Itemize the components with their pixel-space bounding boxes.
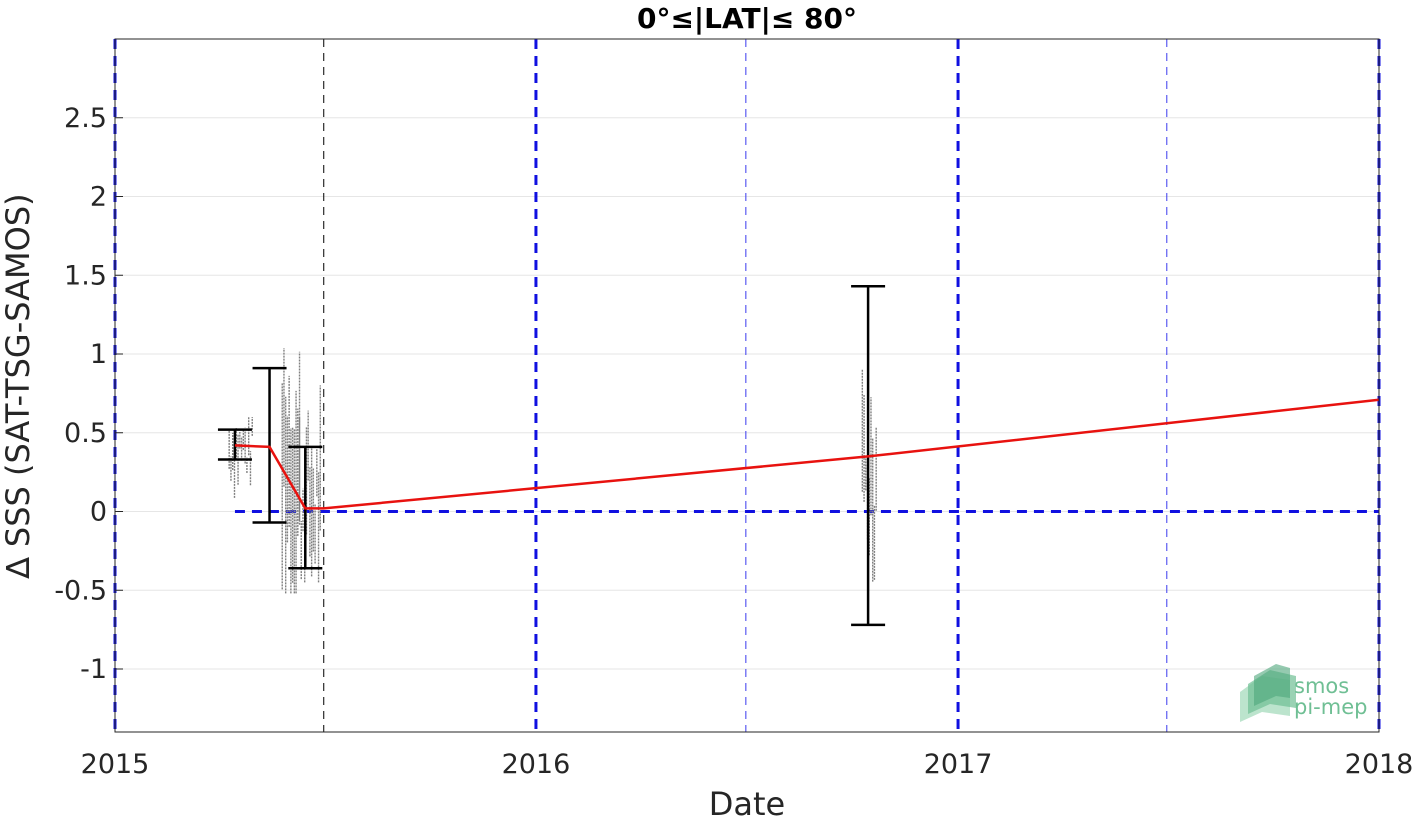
x-axis-label: Date bbox=[709, 785, 785, 818]
plot-frame bbox=[114, 38, 1380, 733]
y-tick-label: 1.5 bbox=[64, 260, 107, 291]
x-tick-label: 2016 bbox=[502, 749, 571, 780]
scatter-points bbox=[228, 348, 877, 594]
y-tick-label: 2 bbox=[90, 182, 107, 213]
y-ticks: -1 -0.5 0 0.5 1 1.5 2 2.5 bbox=[54, 103, 123, 685]
logo-line2: pi-mep bbox=[1294, 695, 1367, 719]
y-tick-label: 2.5 bbox=[64, 103, 107, 134]
mean-line bbox=[234, 398, 1380, 510]
mean-line-layer bbox=[234, 398, 1380, 510]
x-ticks: 2015 2016 2017 2018 bbox=[81, 749, 1414, 780]
x-tick-label: 2017 bbox=[924, 749, 993, 780]
logo-line1: smos bbox=[1294, 674, 1349, 698]
smos-pi-mep-logo: smos pi-mep bbox=[1240, 664, 1367, 722]
x-tick-label: 2018 bbox=[1345, 749, 1414, 780]
logo-waves-icon bbox=[1240, 664, 1296, 722]
x-tick-label: 2015 bbox=[81, 749, 150, 780]
y-tick-label: 1 bbox=[90, 339, 107, 370]
gridlines bbox=[115, 117, 1379, 670]
chart-title: 0°≤|LAT|≤ 80° bbox=[637, 2, 857, 35]
y-tick-label: -1 bbox=[80, 654, 107, 685]
y-tick-label: -0.5 bbox=[54, 575, 107, 606]
reference-lines bbox=[113, 39, 1381, 732]
error-bars bbox=[217, 285, 886, 627]
y-tick-label: 0.5 bbox=[64, 418, 107, 449]
y-axis-label: ∆ SSS (SAT-TSG-SAMOS) bbox=[0, 193, 37, 579]
y-tick-label: 0 bbox=[90, 497, 107, 528]
